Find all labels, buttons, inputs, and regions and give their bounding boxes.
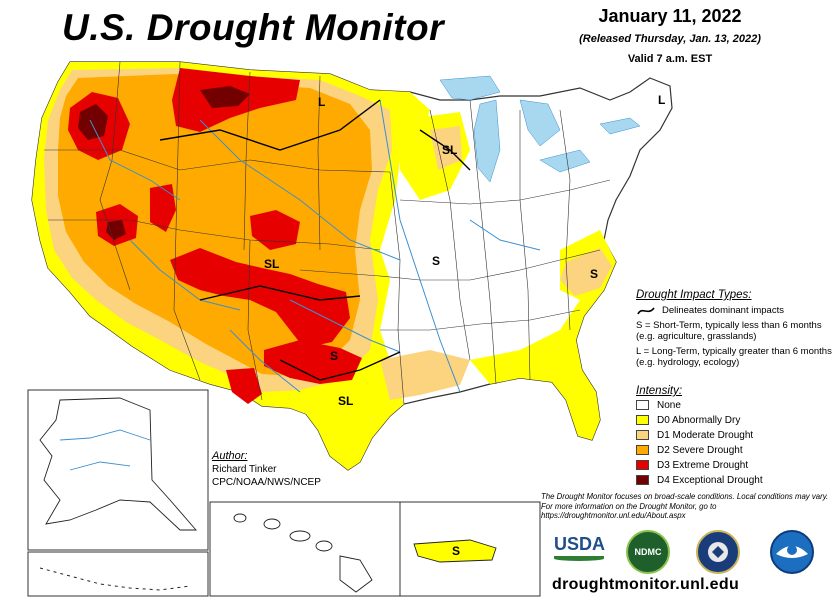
delineation-line-icon [637, 306, 655, 314]
d3-region-colorado [250, 210, 300, 250]
aleutian-islands [39, 567, 191, 591]
alaska-rivers [59, 429, 151, 471]
d3-region-plains [170, 248, 350, 348]
impact-types-heading: Drought Impact Types: [636, 289, 752, 301]
author-name: Richard Tinker [212, 464, 277, 475]
website-link[interactable]: droughtmonitor.unl.edu [552, 576, 740, 593]
author-org: CPC/NOAA/NWS/NCEP [212, 477, 321, 488]
d0-region-southeast [470, 290, 604, 440]
state-borders [44, 61, 611, 405]
intensity-heading: Intensity: [636, 385, 683, 397]
intensity-swatch [636, 475, 649, 485]
impact-label-l: L [318, 95, 325, 109]
d4-region-oregon [78, 104, 108, 140]
valid-time: Valid 7 a.m. EST [627, 53, 713, 65]
intensity-label: None [657, 399, 681, 411]
intensity-legend-item: D3 Extreme Drought [636, 458, 836, 472]
d3-region-utah [150, 184, 176, 232]
intensity-label: D0 Abnormally Dry [657, 414, 741, 426]
impact-label-l: L [658, 93, 665, 107]
impact-boundaries [159, 99, 471, 381]
impact-label-s: S [452, 544, 460, 558]
intensity-swatch [636, 445, 649, 455]
puerto-rico [413, 539, 497, 563]
intensity-legend-item: None [636, 398, 836, 412]
partner-logos: USDA NDMC [548, 528, 838, 576]
intensity-label: D2 Severe Drought [657, 444, 743, 456]
impact-label-s: S [432, 254, 440, 268]
intensity-label: D3 Extreme Drought [657, 459, 749, 471]
intensity-legend-item: D4 Exceptional Drought [636, 473, 836, 487]
intensity-legend: Intensity: None D0 Abnormally Dry D1 Moder… [636, 385, 836, 487]
commerce-seal-logo [696, 530, 740, 574]
impact-label-sl: SL [442, 143, 457, 157]
hawaii-islands [233, 513, 373, 593]
intensity-swatch [636, 430, 649, 440]
d3-region-newmexico [226, 368, 262, 404]
map-date: January 11, 2022 [598, 6, 742, 26]
ndmc-logo: NDMC [626, 530, 670, 574]
aleutians-inset-box [27, 551, 209, 597]
map-title: U.S. Drought Monitor [62, 7, 444, 48]
noaa-logo [770, 530, 814, 574]
author-block: Author: Richard Tinker CPC/NOAA/NWS/NCEP [212, 450, 321, 489]
disclaimer-note: The Drought Monitor focuses on broad-sca… [541, 492, 829, 520]
d3-region-texas [264, 340, 362, 384]
release-date: (Released Thursday, Jan. 13, 2022) [579, 33, 761, 45]
intensity-label: D4 Exceptional Drought [657, 474, 763, 486]
delineates-text: Delineates dominant impacts [662, 305, 784, 316]
short-term-text: S = Short-Term, typically less than 6 mo… [636, 320, 822, 342]
great-lakes [439, 75, 641, 183]
impact-label-sl: SL [264, 257, 279, 271]
intensity-swatch [636, 460, 649, 470]
d4-region-montana [200, 86, 250, 108]
impact-label-s: S [330, 349, 338, 363]
rivers [89, 99, 541, 393]
intensity-label: D1 Moderate Drought [657, 429, 754, 441]
impact-label-sl: SL [338, 394, 353, 408]
intensity-swatch [636, 400, 649, 410]
impact-label-s: S [590, 267, 598, 281]
impact-types-legend: Drought Impact Types: Delineates dominan… [636, 289, 836, 368]
intensity-legend-item: D2 Severe Drought [636, 443, 836, 457]
intensity-legend-item: D1 Moderate Drought [636, 428, 836, 442]
intensity-swatch [636, 415, 649, 425]
intensity-legend-item: D0 Abnormally Dry [636, 413, 836, 427]
d4-region-nevada [106, 220, 126, 240]
author-label: Author: [212, 450, 248, 462]
usda-logo: USDA [554, 534, 605, 568]
long-term-text: L = Long-Term, typically greater than 6 … [636, 346, 832, 368]
d1-region-carolinas [560, 248, 612, 296]
